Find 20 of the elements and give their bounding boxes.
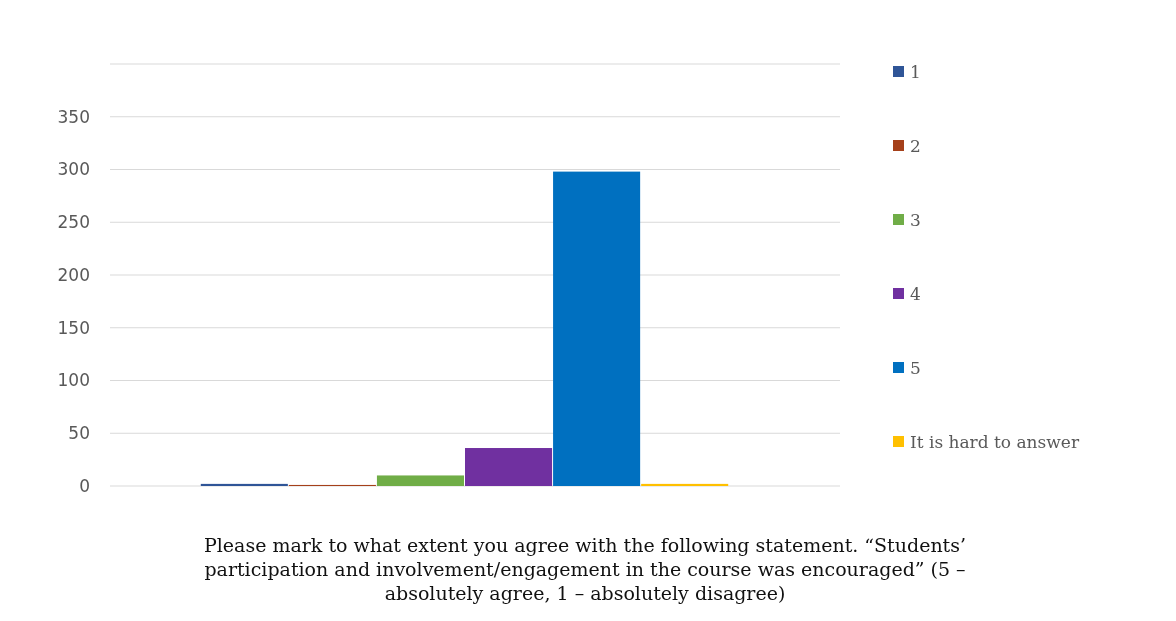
y-tick-label: 0 <box>79 475 90 496</box>
bar <box>465 448 553 486</box>
y-tick-label: 100 <box>57 370 90 391</box>
y-tick-label: 300 <box>57 159 90 180</box>
legend-label: 3 <box>910 209 921 230</box>
y-tick-label: 150 <box>57 317 90 338</box>
y-tick-label: 350 <box>57 106 90 127</box>
text: Please mark to what extent you agree with the following statement. “Students’ participation and involvement/engagement in the course was encouraged” (5 – absolutely agree, 1 – absolutely disagree) <box>203 534 967 604</box>
bar <box>553 171 641 486</box>
legend-label: 5 <box>910 357 921 378</box>
bar <box>376 475 464 486</box>
y-tick-label: 250 <box>57 212 90 233</box>
legend-label: 4 <box>910 283 921 304</box>
legend-label: 1 <box>910 61 921 82</box>
bar <box>641 483 729 486</box>
bar <box>200 483 288 486</box>
y-tick-label: 50 <box>68 423 90 444</box>
legend-label: 2 <box>910 135 921 156</box>
legend-label: It is hard to answer <box>910 431 1080 452</box>
y-tick-label: 200 <box>57 264 90 285</box>
